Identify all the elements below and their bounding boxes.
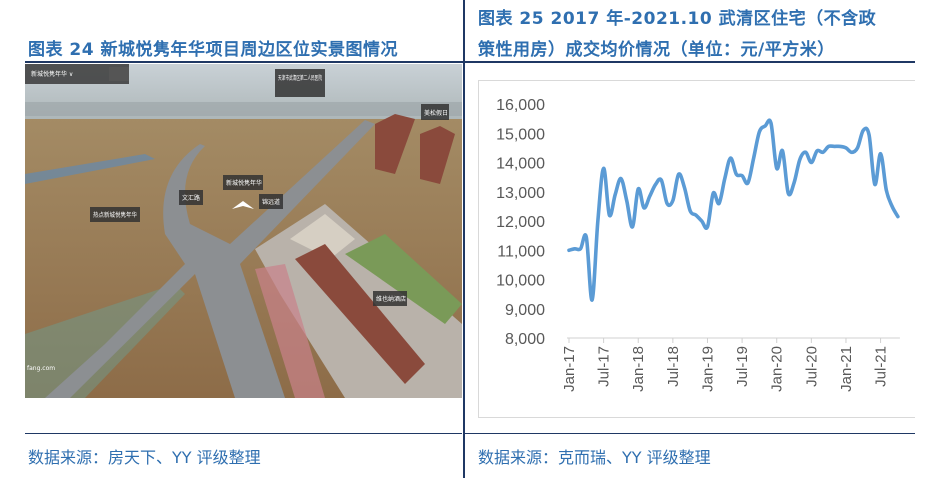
svg-text:锦远道: 锦远道 <box>262 198 280 206</box>
x-tick-label: Jan-18 <box>630 346 647 392</box>
fang-watermark: fang.com <box>27 365 55 372</box>
y-tick-label: 14,000 <box>496 156 545 173</box>
header-rule <box>25 61 915 63</box>
x-tick-label: Jul-21 <box>873 346 890 387</box>
photo-label-hospital[interactable]: 天津市武清区第二人民医院 <box>275 69 325 97</box>
svg-text:热点新城悦隽年华: 热点新城悦隽年华 <box>93 211 137 219</box>
x-tick-label: Jan-21 <box>838 346 855 392</box>
svg-text:新城悦隽年华: 新城悦隽年华 <box>226 179 262 187</box>
series-line <box>567 118 900 302</box>
chart-frame <box>478 80 915 418</box>
x-tick-label: Jan-17 <box>561 346 578 392</box>
svg-text:天津市武清区第二人民医院: 天津市武清区第二人民医院 <box>278 74 322 82</box>
chat-icon[interactable] <box>109 67 129 81</box>
x-tick-label: Jul-17 <box>596 346 613 387</box>
y-tick-label: 9,000 <box>505 302 545 319</box>
photo-label-hotel[interactable]: 维也纳酒店 <box>373 291 407 306</box>
y-tick-label: 12,000 <box>496 214 545 231</box>
photo-label-project[interactable]: 新城悦隽年华 <box>223 175 263 190</box>
photo-label-road2[interactable]: 锦远道 <box>259 194 283 209</box>
photo-label-road1[interactable]: 文汇路 <box>179 190 203 205</box>
figure-25-title-line2: 策性用房）成交均价情况（单位：元/平方米） <box>478 40 835 60</box>
y-tick-label: 13,000 <box>496 185 545 202</box>
y-tick-label: 15,000 <box>496 126 545 143</box>
svg-text:文汇路: 文汇路 <box>182 194 200 202</box>
photo-label-hotspot[interactable]: 热点新城悦隽年华 <box>90 207 140 222</box>
figure-25-title-line1: 图表 25 2017 年-2021.10 武清区住宅（不含政 <box>478 9 877 29</box>
price-line-chart: 16,000 15,000 14,000 13,000 12,000 11,000 10,0… <box>496 97 900 392</box>
x-tick-label: Jul-20 <box>803 346 820 387</box>
figure-24-title: 图表 24 新城悦隽年华项目周边区位实景图情况 <box>28 40 398 60</box>
y-tick-label: 11,000 <box>497 243 545 260</box>
right-footer-rule <box>465 433 915 434</box>
x-tick-label: Jan-19 <box>699 346 716 392</box>
column-divider <box>463 0 465 478</box>
left-footer-rule <box>25 433 462 434</box>
svg-text:新城悦隽年华 ∨: 新城悦隽年华 ∨ <box>31 70 73 78</box>
aerial-photo: 新城悦隽年华 ∨ 天津市武清区第二人民医院 美松假日 新城悦隽年华 文汇路 锦远… <box>25 64 462 398</box>
svg-text:维也纳酒店: 维也纳酒店 <box>376 295 406 303</box>
right-source-note: 数据来源：克而瑞、YY 评级整理 <box>478 448 711 467</box>
left-source-note: 数据来源：房天下、YY 评级整理 <box>28 448 261 467</box>
x-tick-label: Jul-18 <box>665 346 682 387</box>
y-tick-label: 16,000 <box>496 97 545 114</box>
navigate-arrow-icon[interactable] <box>232 201 254 209</box>
y-tick-label: 10,000 <box>496 273 545 290</box>
photo-label-project-menu[interactable]: 新城悦隽年华 ∨ <box>25 64 129 84</box>
x-tick-label: Jan-20 <box>769 346 786 392</box>
photo-label-top-right[interactable]: 美松假日 <box>421 104 449 120</box>
x-tick-label: Jul-19 <box>734 346 751 387</box>
svg-text:美松假日: 美松假日 <box>424 109 448 117</box>
y-tick-label: 8,000 <box>505 331 545 348</box>
